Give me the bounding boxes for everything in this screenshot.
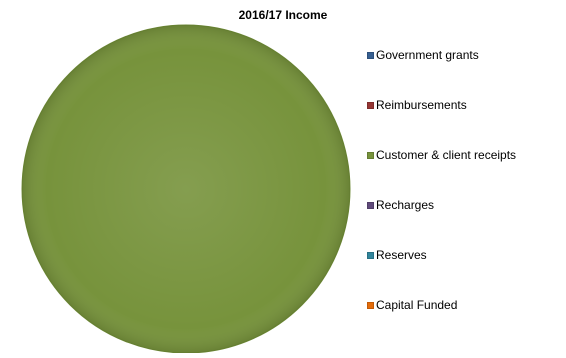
legend-label-government-grants: Government grants xyxy=(376,48,479,62)
legend-label-customer-client-receipts: Customer & client receipts xyxy=(376,148,517,162)
legend-swatch-government-grants xyxy=(367,51,374,59)
legend-label-reimbursements: Reimbursements xyxy=(376,98,467,112)
legend-swatch-reimbursements xyxy=(367,101,374,109)
legend-item-government-grants: Government grants xyxy=(367,48,479,62)
legend-item-recharges: Recharges xyxy=(367,198,434,212)
legend-item-reserves: Reserves xyxy=(367,248,427,262)
legend-item-reimbursements: Reimbursements xyxy=(367,98,467,112)
legend-label-capital-funded: Capital Funded xyxy=(376,298,458,312)
chart-title: 2016/17 Income xyxy=(238,8,328,22)
legend-label-reserves: Reserves xyxy=(376,248,427,262)
legend-item-capital-funded: Capital Funded xyxy=(367,298,457,312)
pie-slices xyxy=(21,24,351,354)
legend-label-recharges: Recharges xyxy=(376,198,435,212)
legend-swatch-recharges xyxy=(367,201,374,209)
pie-slice-customer-client-receipts xyxy=(21,24,351,354)
legend-item-customer-client-receipts: Customer & client receipts xyxy=(367,148,516,162)
legend-swatch-reserves xyxy=(367,251,374,259)
legend-swatch-customer-client-receipts xyxy=(367,151,374,159)
legend-swatch-capital-funded xyxy=(367,301,374,309)
